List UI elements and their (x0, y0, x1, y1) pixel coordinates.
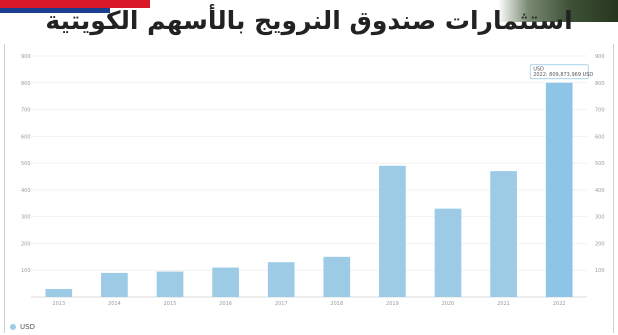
tooltip: USD 2022: 809,873,969 USD (529, 64, 593, 80)
x-tick-label: 2019 (386, 301, 399, 307)
y-tick-label-right: 800 (595, 81, 605, 87)
flag-stripe-red (0, 0, 150, 8)
y-tick-label-left: 200 (21, 241, 31, 247)
legend[interactable]: USD (10, 321, 35, 333)
header-banner (0, 0, 618, 48)
bar (434, 208, 462, 297)
bar (490, 171, 517, 297)
bar (323, 256, 351, 297)
bar-chart: 100 200 300 400 500 600 700 800 900 100 200 300 400… (21, 54, 605, 307)
y-tick-label-right: 500 (595, 161, 605, 167)
y-tick-label-left: 300 (21, 215, 31, 221)
x-tick-label: 2018 (330, 301, 343, 307)
header-photo (498, 0, 618, 22)
y-tick-label-right: 300 (595, 215, 605, 221)
tooltip-box (529, 64, 589, 80)
y-tick-label-right: 400 (595, 188, 605, 194)
y-axis-right: 100 200 300 400 500 600 700 800 900 (595, 54, 605, 274)
y-axis-left: 100 200 300 400 500 600 700 800 900 (21, 54, 31, 274)
x-tick-label: 2013 (52, 301, 65, 307)
y-tick-label-right: 700 (595, 108, 605, 114)
y-tick-label-right: 600 (595, 134, 605, 140)
bar (212, 267, 239, 297)
y-tick-label-left: 400 (21, 188, 31, 194)
y-tick-label-right: 900 (595, 54, 605, 60)
x-tick-label: 2022 (553, 301, 566, 307)
y-tick-label-right: 100 (595, 268, 605, 274)
y-tick-label-right: 200 (595, 241, 605, 247)
y-tick-label-left: 900 (21, 54, 31, 60)
legend-marker (10, 324, 16, 330)
x-tick-label: 2020 (442, 301, 455, 307)
bar (101, 272, 128, 297)
x-axis: 2013 2014 2015 2016 2017 2018 2019 2020 2021 2022 (52, 301, 565, 307)
y-tick-label-left: 500 (21, 161, 31, 167)
x-tick-label: 2017 (275, 301, 288, 307)
y-tick-label-left: 800 (21, 81, 31, 87)
x-tick-label: 2015 (164, 301, 177, 307)
x-tick-label: 2021 (497, 301, 510, 307)
tooltip-series: USD (533, 66, 544, 72)
bar (45, 288, 73, 297)
tooltip-value: 2022: 809,873,969 USD (533, 72, 593, 78)
bar (156, 271, 184, 297)
chart-frame: 100 200 300 400 500 600 700 800 900 100 200 300 400… (4, 44, 614, 333)
chart-title: استثمارات صندوق النرويج بالأسهم الكويتية (45, 6, 573, 35)
y-tick-label-left: 600 (21, 134, 31, 140)
x-tick-label: 2014 (108, 301, 121, 307)
y-tick-label-left: 700 (21, 108, 31, 114)
y-tick-label-left: 100 (21, 268, 31, 274)
bar (545, 82, 573, 298)
bar (267, 262, 295, 297)
legend-label: USD (20, 323, 35, 331)
bar (379, 165, 406, 297)
flag-stripe-blue (0, 8, 110, 13)
x-tick-label: 2016 (219, 301, 232, 307)
bars (45, 82, 573, 298)
